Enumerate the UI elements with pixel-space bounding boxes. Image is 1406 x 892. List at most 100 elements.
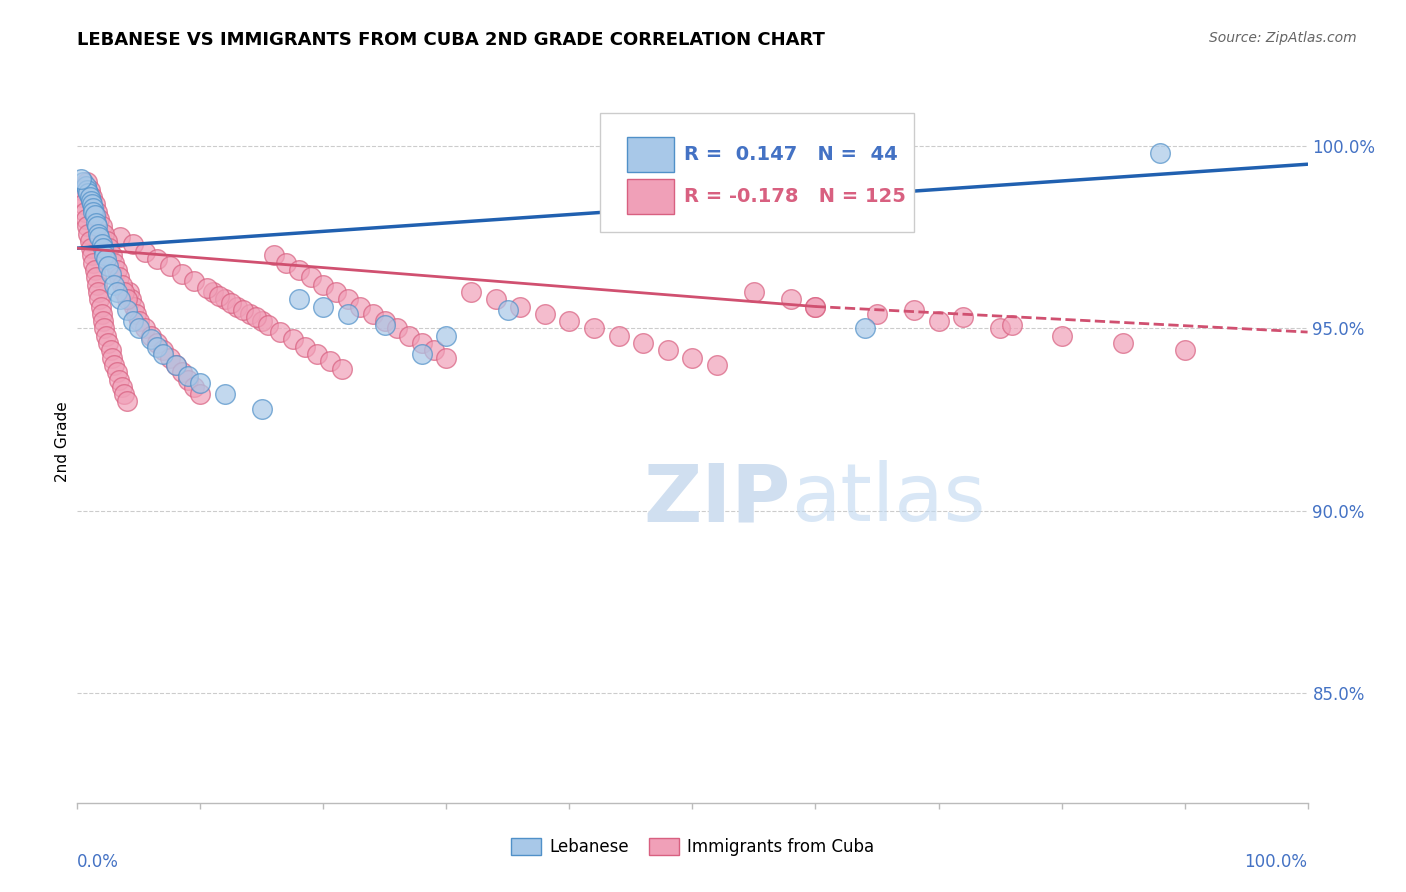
Point (76, 176, 98, 190)
Point (214, 292, 236, 306)
Point (101, 248, 124, 262)
Point (82, 204, 104, 219)
Point (436, 351, 458, 365)
Point (706, 358, 728, 372)
Point (84, 270, 107, 285)
Point (460, 285, 482, 299)
Point (90, 307, 114, 321)
Point (100, 343, 122, 358)
Point (330, 361, 353, 376)
Point (105, 365, 128, 379)
Point (86, 204, 108, 219)
Point (928, 314, 950, 328)
Point (105, 263, 128, 277)
Point (411, 336, 433, 351)
Point (97, 260, 120, 274)
Point (183, 380, 205, 394)
Point (170, 267, 193, 281)
Point (423, 343, 446, 358)
Point (103, 277, 125, 292)
Point (103, 358, 125, 372)
Point (558, 314, 581, 328)
Point (112, 387, 135, 401)
Point (263, 248, 285, 262)
Point (82, 190, 104, 204)
Point (83, 208, 105, 222)
Point (75, 179, 97, 194)
Point (188, 387, 212, 401)
Point (83, 197, 105, 211)
Point (398, 328, 420, 343)
Point (374, 314, 396, 328)
Point (534, 307, 557, 321)
Point (245, 310, 267, 325)
Point (108, 372, 131, 386)
Point (82, 201, 104, 215)
FancyBboxPatch shape (627, 179, 673, 214)
Point (87, 285, 110, 299)
Point (436, 328, 458, 343)
Text: Source: ZipAtlas.com: Source: ZipAtlas.com (1209, 31, 1357, 45)
Point (128, 321, 150, 335)
Point (385, 321, 409, 335)
Point (288, 292, 311, 306)
Point (1149, 146, 1171, 161)
Text: R = -0.178   N = 125: R = -0.178 N = 125 (683, 187, 905, 206)
Point (91, 241, 114, 255)
Point (250, 314, 273, 328)
Point (90, 219, 114, 234)
Point (1050, 328, 1073, 343)
Point (485, 292, 508, 306)
Point (125, 307, 148, 321)
Point (325, 285, 347, 299)
Text: 100.0%: 100.0% (1244, 854, 1308, 871)
Point (281, 332, 304, 346)
Point (804, 300, 827, 314)
Point (853, 321, 876, 335)
Point (312, 300, 335, 314)
Point (70, 171, 93, 186)
Point (288, 263, 311, 277)
Point (86, 219, 108, 234)
Point (73, 204, 96, 219)
Point (337, 292, 360, 306)
Point (239, 307, 262, 321)
Point (121, 292, 143, 306)
Point (112, 285, 135, 299)
Point (72, 197, 94, 211)
Point (152, 343, 174, 358)
FancyBboxPatch shape (600, 112, 914, 232)
Point (79, 234, 101, 248)
Point (1001, 318, 1024, 332)
Point (82, 256, 104, 270)
Point (121, 237, 143, 252)
Point (170, 365, 193, 379)
Legend: Lebanese, Immigrants from Cuba: Lebanese, Immigrants from Cuba (505, 831, 880, 863)
Point (165, 358, 187, 372)
Point (105, 285, 128, 299)
Point (294, 340, 316, 354)
Point (111, 380, 132, 394)
Point (159, 351, 181, 365)
Point (201, 285, 224, 299)
Point (86, 277, 108, 292)
Point (141, 332, 163, 346)
Point (299, 270, 322, 285)
Point (657, 343, 679, 358)
Point (146, 336, 169, 351)
Point (96, 234, 118, 248)
Point (307, 347, 329, 361)
Point (121, 314, 143, 328)
Point (76, 219, 98, 234)
Point (780, 292, 803, 306)
Point (633, 336, 655, 351)
Point (804, 300, 827, 314)
Point (89, 292, 111, 306)
Point (952, 310, 974, 325)
Text: 0.0%: 0.0% (77, 854, 120, 871)
Point (70, 190, 93, 204)
Point (165, 358, 187, 372)
Point (337, 307, 360, 321)
Point (79, 183, 101, 197)
Point (257, 318, 280, 332)
